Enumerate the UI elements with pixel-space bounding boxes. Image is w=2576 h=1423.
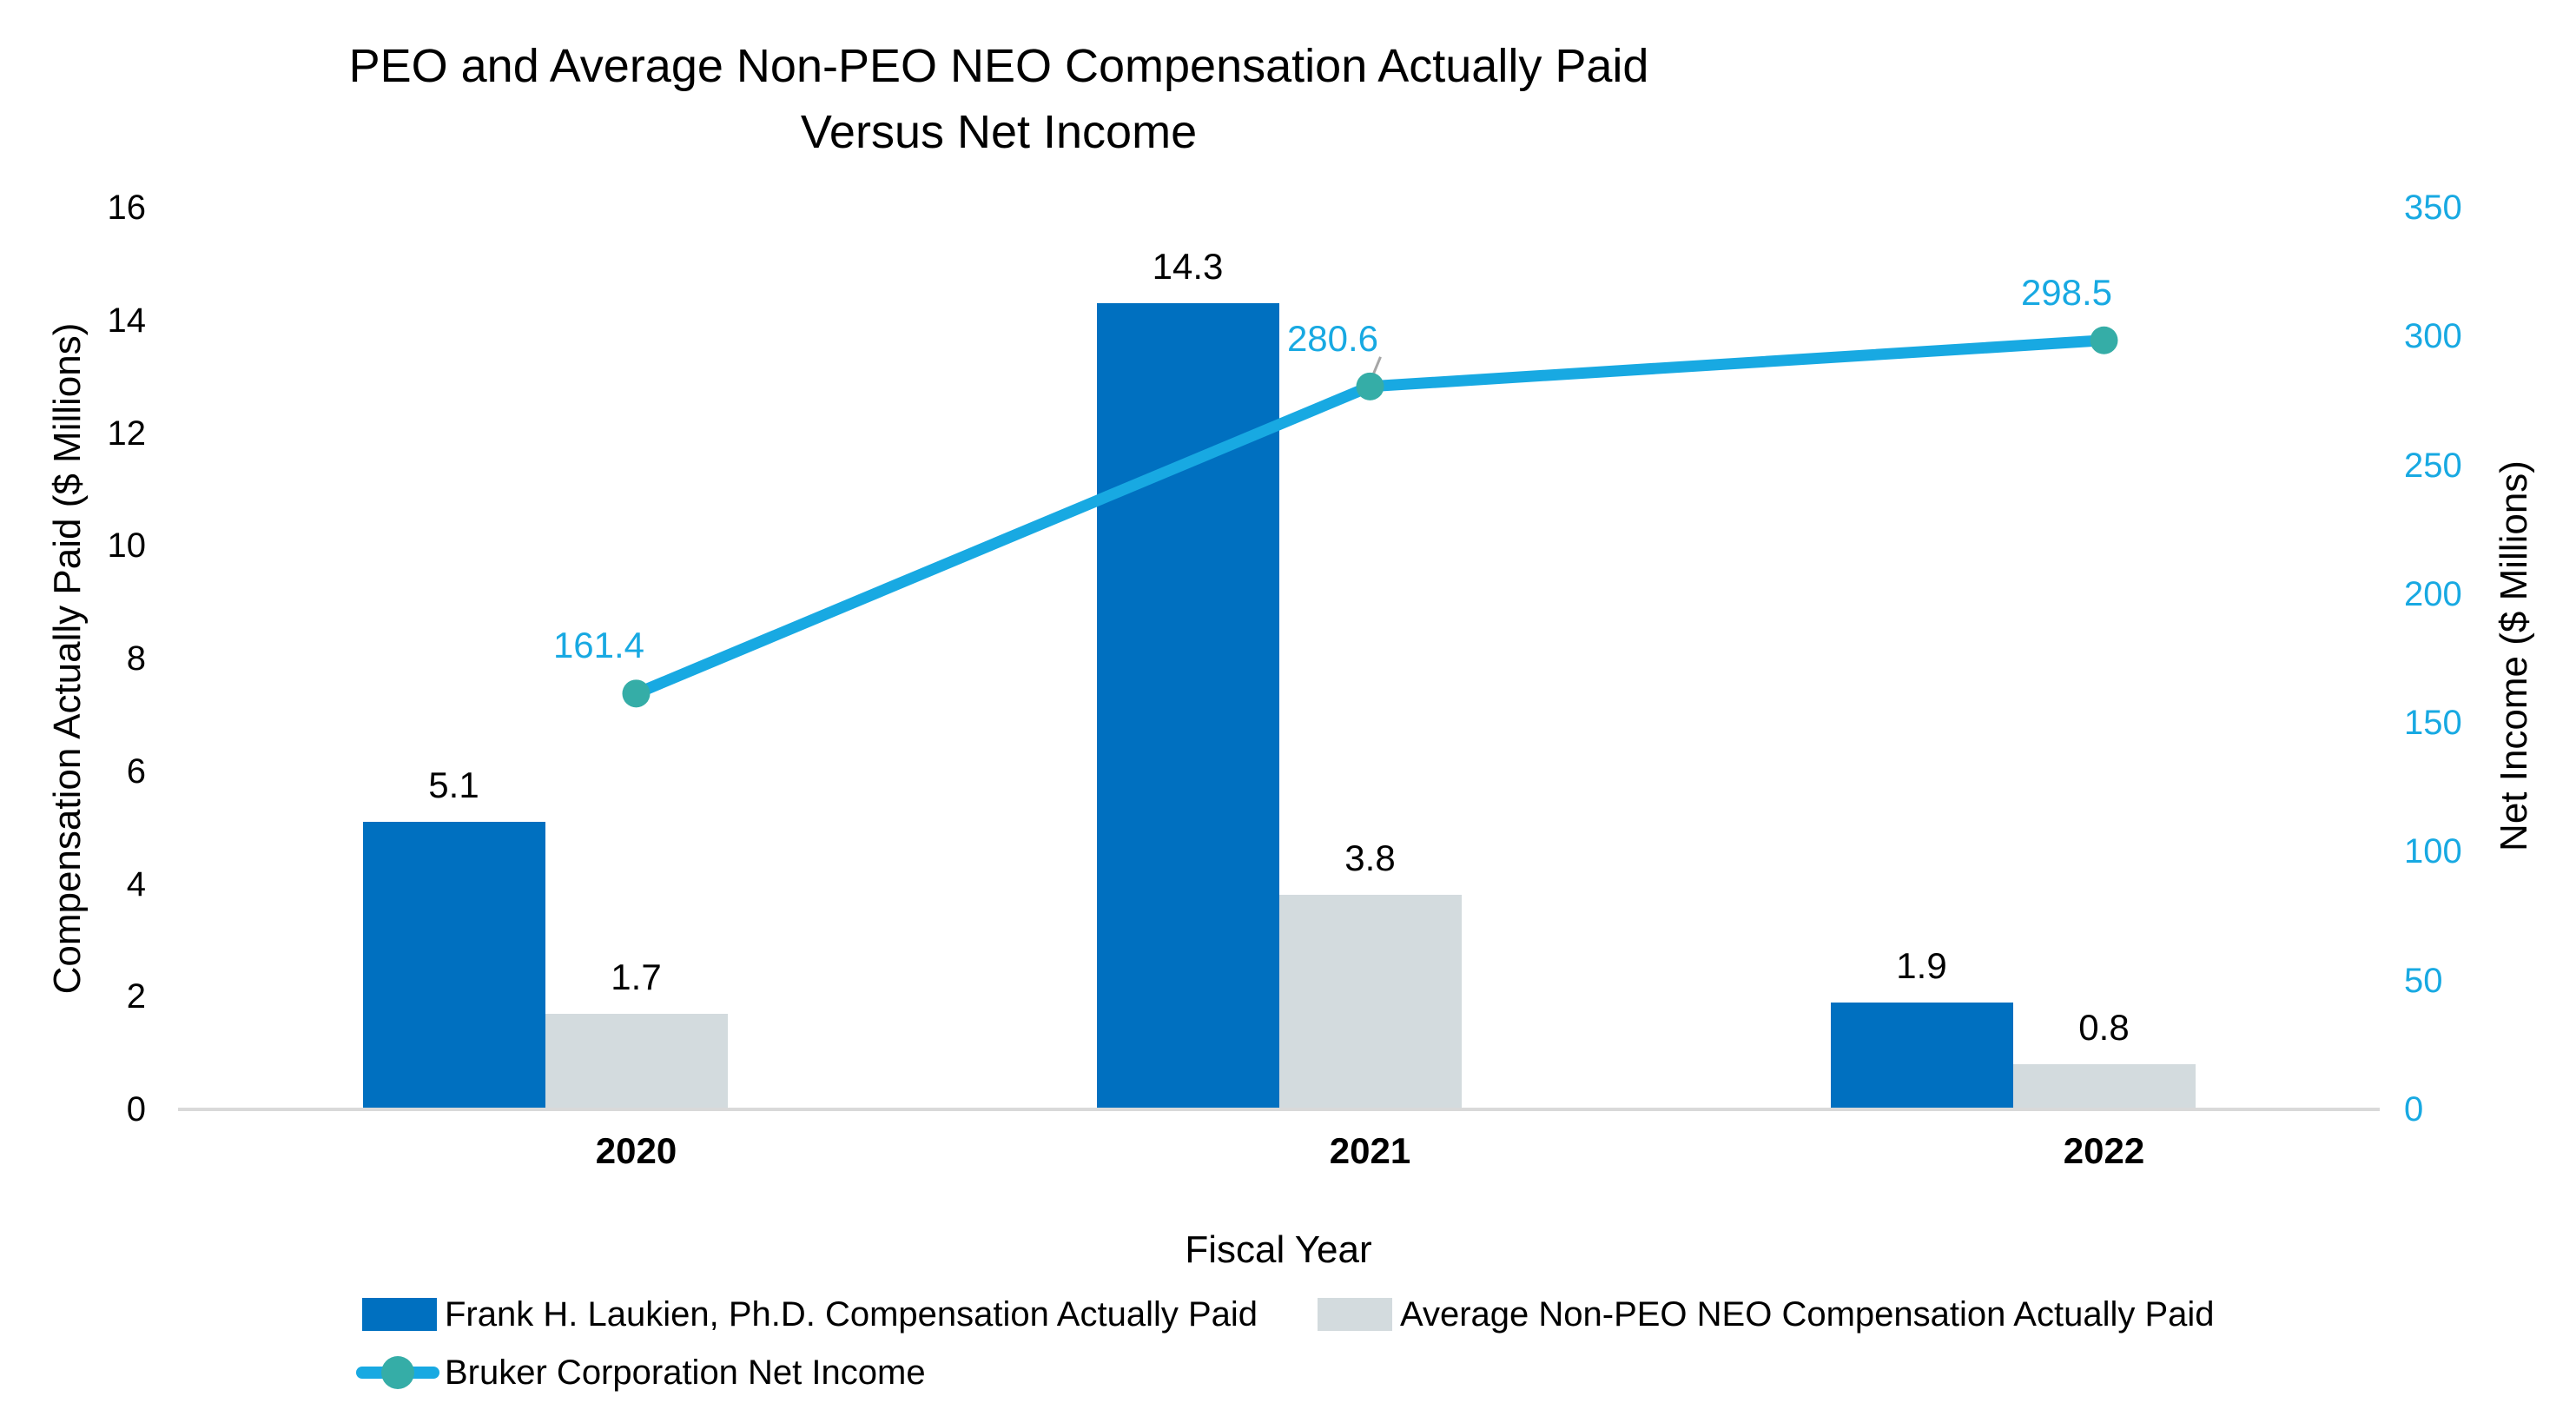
right-axis-title: Net Income ($ Millions) [2493, 460, 2535, 851]
right-axis-tick: 350 [2404, 189, 2462, 227]
net-income-value-label: 298.5 [2020, 271, 2113, 313]
left-axis-tick: 12 [107, 414, 147, 453]
left-axis-tick: 2 [126, 977, 146, 1016]
bar-value-label: 3.8 [1344, 837, 1396, 879]
net-income-marker-icon [2090, 326, 2118, 354]
legend-swatch-peo-bar [362, 1298, 437, 1331]
right-axis-tick: 250 [2404, 446, 2462, 485]
left-axis-tick: 10 [107, 526, 147, 566]
net-income-line [633, 334, 2104, 699]
bar-value-label: 1.7 [611, 956, 662, 997]
chart-title-line2: Versus Net Income [800, 106, 1198, 158]
net-income-marker-icon [1356, 372, 1384, 400]
net-income-marker-icon [622, 679, 651, 708]
net-income-value-label: 280.6 [1286, 317, 1379, 359]
legend-line-marker-icon [381, 1356, 414, 1389]
legend-swatch-nonpeo-bar [1318, 1298, 1392, 1331]
legend-label-net-income: Bruker Corporation Net Income [445, 1354, 926, 1392]
data-label-leader-line [1369, 356, 1382, 383]
right-axis-tick: 150 [2404, 704, 2462, 743]
right-axis-tick: 50 [2404, 961, 2443, 1000]
x-axis-title: Fiscal Year [1185, 1228, 1372, 1271]
right-axis-tick: 300 [2404, 317, 2462, 356]
x-category-label: 2020 [595, 1130, 677, 1171]
right-axis-tick: 100 [2404, 832, 2462, 871]
right-axis-tick: 200 [2404, 574, 2462, 613]
x-category-label: 2022 [2063, 1130, 2145, 1171]
left-axis-tick: 6 [126, 751, 146, 791]
right-axis-tick: 0 [2404, 1090, 2424, 1128]
bar-peo [1830, 1002, 2013, 1109]
net-income-value-label: 161.4 [552, 625, 645, 666]
bar-peo [1096, 303, 1279, 1109]
x-axis-line [178, 1108, 2380, 1111]
bar-value-label: 14.3 [1152, 246, 1224, 288]
bar-value-label: 5.1 [428, 764, 479, 806]
bar-nonpeo [2012, 1064, 2196, 1109]
bar-peo [362, 822, 545, 1109]
left-axis-tick: 4 [126, 864, 146, 903]
bar-nonpeo [1278, 895, 1462, 1109]
legend-label-nonpeo: Average Non-PEO NEO Compensation Actuall… [1400, 1295, 2215, 1334]
left-axis-tick: 8 [126, 639, 146, 678]
left-axis-tick: 0 [126, 1090, 146, 1128]
chart-title: PEO and Average Non-PEO NEO Compensation… [43, 33, 1954, 165]
left-axis-tick: 16 [107, 189, 147, 227]
bar-value-label: 0.8 [2078, 1007, 2130, 1049]
legend-label-peo: Frank H. Laukien, Ph.D. Compensation Act… [445, 1295, 1258, 1334]
x-category-label: 2021 [1329, 1130, 1411, 1171]
left-axis-tick: 14 [107, 301, 147, 340]
chart-title-line1: PEO and Average Non-PEO NEO Compensation… [348, 40, 1649, 92]
bar-nonpeo [545, 1013, 728, 1109]
bar-value-label: 1.9 [1896, 944, 1947, 986]
